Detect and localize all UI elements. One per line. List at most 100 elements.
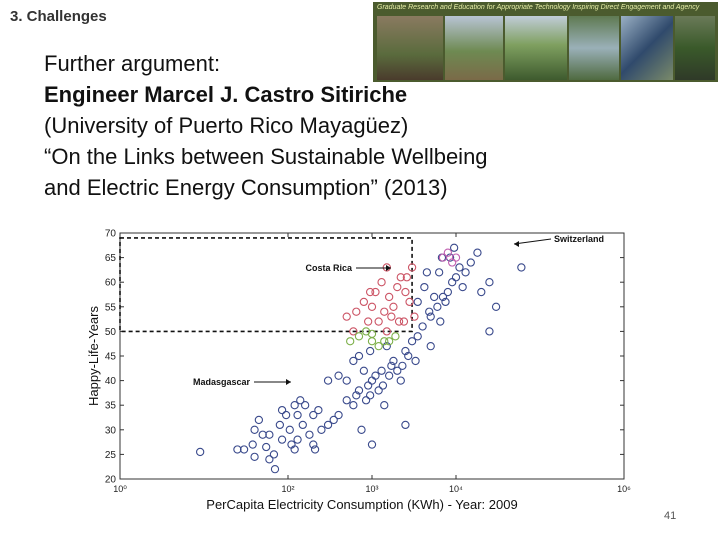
data-point [250, 425, 259, 434]
data-point [275, 420, 285, 430]
data-point [384, 337, 394, 346]
data-point [461, 268, 470, 277]
data-point [466, 258, 475, 267]
data-point [290, 401, 299, 410]
paper-title-line-1: “On the Links between Sustainable Wellbe… [44, 144, 488, 169]
data-point [404, 351, 413, 361]
data-point [418, 322, 427, 331]
data-point [393, 366, 402, 375]
data-point [449, 243, 459, 252]
data-point [378, 381, 388, 390]
data-point [349, 401, 358, 410]
scatter-figure: 20 25 30 35 40 45 50 55 60 65 70 10⁰ 10² 10³ 10⁴ 10⁶ Per… [86, 225, 636, 515]
data-point [342, 376, 351, 385]
data-point [233, 445, 242, 454]
data-point [342, 312, 351, 321]
paper-title-line-2: and Electric Energy Consumption” (2013) [44, 175, 448, 200]
data-point [405, 297, 414, 307]
data-point [359, 366, 369, 375]
data-point [407, 337, 417, 346]
x-tick-label: 10³ [365, 484, 378, 494]
data-point [285, 425, 294, 434]
data-point [371, 371, 380, 380]
data-point [398, 361, 407, 370]
annotation-label: Madasgascar [193, 377, 251, 387]
data-point [365, 346, 375, 356]
data-point [382, 327, 391, 336]
annotation-arrowhead [286, 379, 291, 385]
data-point [485, 327, 494, 336]
data-point [367, 337, 377, 346]
data-point [248, 440, 257, 449]
section-title: 3. Challenges [10, 8, 107, 25]
data-point [396, 273, 405, 282]
data-point [455, 263, 464, 272]
data-point [371, 287, 380, 297]
data-point [254, 415, 264, 425]
data-point [434, 268, 444, 277]
annotation-label: Switzerland [554, 234, 604, 244]
x-tick-label: 10⁶ [617, 484, 631, 494]
data-point [448, 278, 457, 287]
data-point [491, 302, 501, 311]
data-point [265, 455, 274, 464]
data-point [396, 376, 405, 385]
data-point [329, 415, 338, 425]
y-tick-label: 45 [105, 352, 117, 363]
data-point [401, 346, 410, 356]
data-point [323, 376, 333, 385]
data-point [352, 391, 361, 400]
data-point [517, 263, 526, 272]
data-point [443, 287, 453, 297]
data-point [281, 410, 291, 420]
data-point [389, 356, 398, 366]
data-point [377, 278, 386, 287]
data-point [420, 282, 429, 292]
data-point [293, 435, 302, 444]
data-point [411, 356, 420, 366]
data-point [277, 405, 287, 415]
data-point [485, 278, 494, 287]
data-point [380, 401, 389, 410]
data-point [413, 332, 422, 341]
data-point [346, 337, 355, 346]
data-point [298, 420, 307, 430]
data-point [384, 371, 394, 380]
data-point [410, 312, 419, 321]
data-point [382, 342, 391, 351]
data-point [473, 248, 482, 257]
data-point [357, 425, 366, 434]
data-point [334, 371, 343, 380]
data-point [354, 351, 364, 361]
data-point [401, 420, 410, 430]
data-point [314, 405, 323, 415]
x-tick-label: 10⁴ [449, 484, 463, 494]
y-tick-label: 50 [105, 327, 117, 338]
data-point [436, 317, 445, 326]
data-point [401, 287, 410, 297]
data-point [438, 253, 448, 262]
data-point [262, 442, 271, 452]
annotation-arrowhead [514, 241, 519, 247]
data-point [196, 447, 205, 457]
annotation-arrow [513, 238, 552, 245]
banner-text: Graduate Research and Education for Appr… [377, 4, 700, 11]
slide-body: Further argument: Engineer Marcel J. Cas… [44, 48, 488, 203]
data-point [393, 282, 402, 292]
photo-meeting [377, 16, 443, 80]
data-point [443, 248, 453, 257]
photo-field [445, 16, 503, 80]
data-point [309, 410, 318, 420]
data-point [374, 342, 383, 351]
data-point [367, 302, 377, 311]
scatter-chart: 20 25 30 35 40 45 50 55 60 65 70 10⁰ 10² 10³ 10⁴ 10⁶ Per… [86, 229, 631, 513]
data-point [422, 268, 432, 277]
photo-landscape [505, 16, 567, 80]
data-point [394, 317, 404, 326]
data-point [300, 401, 310, 410]
data-point [377, 366, 386, 375]
data-point [387, 312, 396, 321]
annotation-arrowhead [386, 265, 391, 271]
data-point [438, 292, 448, 302]
data-point [402, 273, 412, 282]
